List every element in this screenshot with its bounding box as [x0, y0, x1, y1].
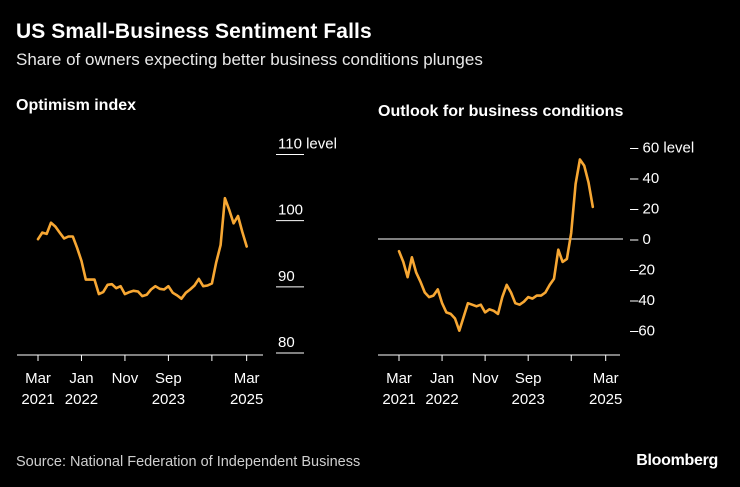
panel1-x-tick-label: Mar [386, 370, 412, 387]
panel1-y-tick-label: –20 [630, 262, 655, 279]
panel1-series-line [397, 158, 595, 332]
panel0-y-tick-label: 110 level [278, 136, 337, 153]
panel1-y-tick-label: – 60 level [630, 139, 694, 156]
panel0-y-tick-label: 100 [278, 202, 303, 219]
panel1-x-tick-label: 2022 [425, 391, 458, 408]
panel1-y-tick-label: – 20 [630, 200, 659, 217]
bloomberg-logo: Bloomberg [636, 452, 718, 469]
optimism-panel-title: Optimism index [16, 97, 137, 114]
panel0-y-tick-label: 90 [278, 268, 295, 285]
panel0-x-tick-label: Nov [112, 370, 139, 387]
panel1-x-tick-label: 2023 [511, 391, 544, 408]
outlook-chart: Mar 2021 Jan 2022 Nov Sep 2023 Mar 2025 –60 –40 –20… [378, 139, 694, 408]
panel1-y-tick-label: –60 [630, 323, 655, 340]
panel0-x-tick-label: 2025 [230, 391, 263, 408]
panel1-x-tick-label: 2021 [382, 391, 415, 408]
panel0-x-tick-label: Mar [234, 370, 260, 387]
optimism-index-chart: Mar 2021 Jan 2022 Nov Sep 2023 Mar 2025 80 90 100 11… [17, 136, 337, 408]
panel1-y-tick-label: – 40 [630, 170, 659, 187]
panel1-x-tick-label: 2025 [589, 391, 622, 408]
panel0-x-tick-label: Mar [25, 370, 51, 387]
panel0-x-tick-label: 2022 [65, 391, 98, 408]
panel0-y-tick-label: 80 [278, 334, 295, 351]
panel1-x-tick-label: Mar [593, 370, 619, 387]
panel0-x-tick-label: 2023 [152, 391, 185, 408]
panel0-x-tick-label: Sep [155, 370, 182, 387]
panel0-series-line [36, 196, 248, 300]
panel0-x-tick-label: 2021 [21, 391, 54, 408]
source-note: Source: National Federation of Independe… [16, 454, 361, 470]
panel0-x-tick-label: Jan [69, 370, 93, 387]
panel1-x-tick-label: Sep [515, 370, 542, 387]
outlook-panel-title: Outlook for business conditions [378, 103, 624, 120]
panel1-x-tick-label: Nov [472, 370, 499, 387]
panel1-y-tick-label: –40 [630, 292, 655, 309]
chart-title: US Small-Business Sentiment Falls [16, 20, 372, 43]
panel1-y-tick-label: – 0 [630, 231, 651, 248]
panel1-x-tick-label: Jan [430, 370, 454, 387]
chart-subtitle: Share of owners expecting better busines… [16, 50, 483, 69]
